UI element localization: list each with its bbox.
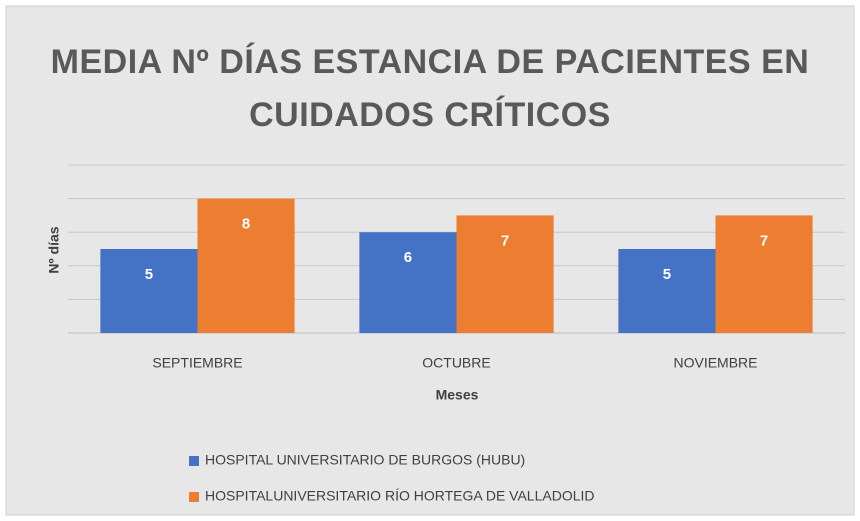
legend-label: HOSPITAL UNIVERSITARIO DE BURGOS (HUBU) xyxy=(205,452,525,468)
x-axis-label: Meses xyxy=(436,387,479,403)
chart-title: MEDIA Nº DÍAS ESTANCIA DE PACIENTES EN C… xyxy=(50,43,810,134)
x-tick-label: OCTUBRE xyxy=(422,355,490,371)
data-label: 7 xyxy=(760,232,768,249)
bar xyxy=(197,198,295,333)
x-tick-label: NOVIEMBRE xyxy=(673,355,757,371)
bar xyxy=(359,232,457,333)
bar xyxy=(456,215,554,333)
data-label: 5 xyxy=(663,266,671,283)
bar xyxy=(100,249,198,333)
legend-label: HOSPITALUNIVERSITARIO RÍO HORTEGA DE VAL… xyxy=(205,488,595,504)
data-label: 5 xyxy=(145,266,153,283)
bar xyxy=(715,215,813,333)
data-label: 7 xyxy=(501,232,509,249)
y-axis-label: Nº días xyxy=(46,226,62,273)
data-label: 6 xyxy=(404,249,412,266)
legend-swatch xyxy=(189,456,199,466)
bar xyxy=(618,249,716,333)
x-tick-label: SEPTIEMBRE xyxy=(152,355,242,371)
data-label: 8 xyxy=(242,216,250,233)
legend-swatch xyxy=(189,492,199,502)
